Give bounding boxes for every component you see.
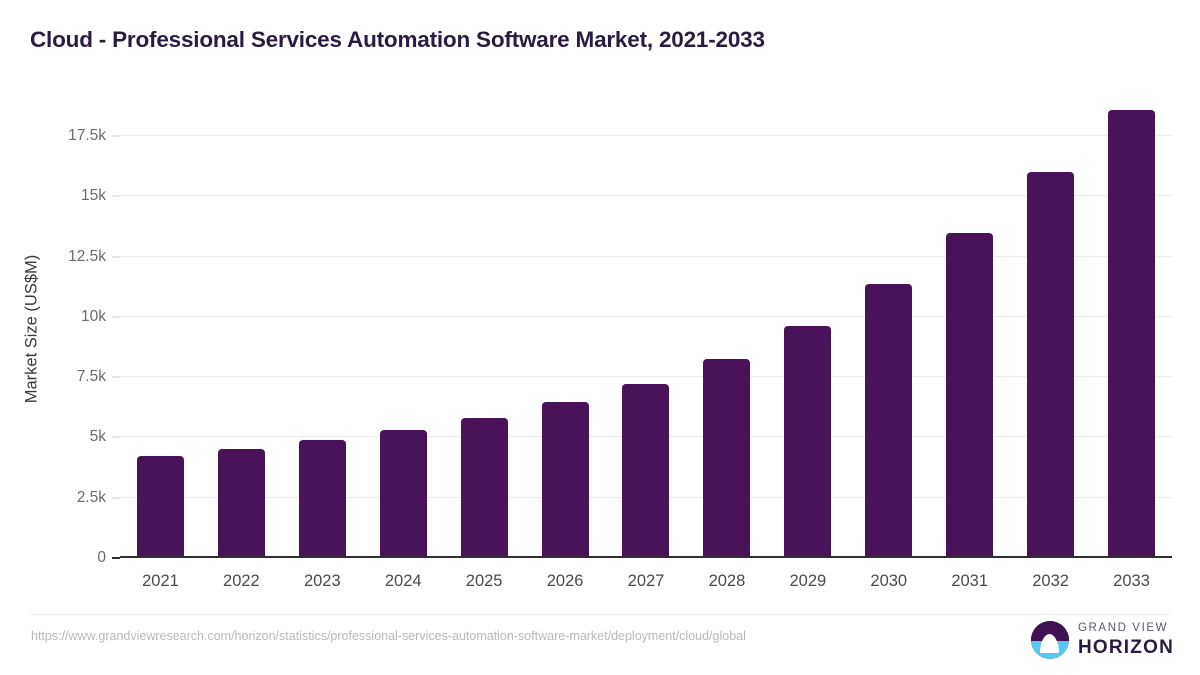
y-axis-tick-label: 0 [97, 549, 106, 566]
bar-slot [686, 100, 767, 558]
bar-slot [606, 100, 687, 558]
plot-area [120, 100, 1172, 558]
y-axis-tick-mark [112, 195, 120, 197]
x-axis-tick-label: 2028 [708, 572, 746, 590]
logo-wordmark: GRAND VIEW HORIZON [1077, 621, 1174, 659]
bar-slot [929, 100, 1010, 558]
gridline [120, 255, 1172, 257]
bar-slot [848, 100, 929, 558]
y-axis-tick-mark [112, 135, 120, 137]
bar-slot [525, 100, 606, 558]
y-axis-tick-mark [112, 436, 120, 438]
y-axis-tick-mark [112, 256, 120, 258]
x-axis: 2021 2022 2023 2024 2025 2026 2027 2028 2029 2030… [120, 560, 1172, 596]
bar-slot [120, 100, 201, 558]
y-axis-tick-mark [112, 316, 120, 318]
bar[interactable] [865, 284, 913, 558]
x-axis-tick-label: 2026 [546, 572, 584, 590]
y-axis: Market Size (US$M) 0 2.5k 5k 7.5k 10k 12.5k 15… [0, 100, 120, 566]
x-axis-tick-label: 2029 [789, 572, 827, 590]
bar-slot [1010, 100, 1091, 558]
y-axis-tick-mark [112, 497, 120, 499]
gridline [120, 315, 1172, 317]
x-axis-tick-label: 2032 [1032, 572, 1069, 590]
bar-series [120, 100, 1172, 558]
bar-slot [363, 100, 444, 558]
x-axis-tick-label: 2031 [951, 572, 989, 590]
y-axis-title: Market Size (US$M) [22, 254, 41, 404]
bar[interactable] [703, 358, 751, 558]
y-axis-tick-label: 2.5k [76, 488, 106, 506]
bar[interactable] [1108, 109, 1156, 558]
gridline [120, 376, 1172, 378]
bar-slot [444, 100, 525, 558]
bar[interactable] [136, 456, 184, 558]
x-axis-tick-label: 2022 [223, 572, 260, 590]
x-axis-tick-label: 2023 [303, 572, 341, 590]
x-axis-tick-label: 2030 [870, 572, 908, 590]
bar[interactable] [1027, 172, 1075, 558]
bar[interactable] [460, 418, 508, 558]
bar[interactable] [784, 325, 832, 558]
bar[interactable] [541, 402, 589, 558]
bar-slot [767, 100, 848, 558]
y-axis-tick-label: 12.5k [68, 247, 106, 265]
footer-divider [30, 614, 1170, 615]
bar-slot [1091, 100, 1172, 558]
source-url[interactable]: https://www.grandviewresearch.com/horizo… [31, 629, 746, 643]
logo-line-1: GRAND VIEW [1077, 621, 1169, 634]
y-axis-tick-label: 5k [89, 428, 106, 446]
x-axis-tick-label: 2021 [142, 572, 179, 590]
logo-line-2: HORIZON [1077, 637, 1174, 659]
x-axis-tick-label: 2024 [384, 572, 422, 590]
bar[interactable] [298, 440, 346, 558]
gridline [120, 195, 1172, 197]
x-axis-tick-label: 2033 [1113, 572, 1150, 590]
bar[interactable] [622, 383, 670, 558]
y-axis-tick-label: 17.5k [68, 127, 106, 145]
y-axis-tick-mark [112, 376, 120, 378]
bar[interactable] [379, 430, 427, 558]
y-axis-tick-label: 7.5k [76, 368, 106, 386]
bar[interactable] [217, 448, 265, 558]
y-axis-tick-label: 10k [81, 307, 106, 325]
horizon-sun-circle-icon [1030, 621, 1069, 659]
y-axis-tick-mark [112, 557, 120, 559]
x-axis-baseline [120, 556, 1172, 558]
bar-slot [201, 100, 282, 558]
x-axis-tick-label: 2027 [627, 572, 665, 590]
y-axis-tick-label: 15k [81, 187, 106, 205]
bar-slot [282, 100, 363, 558]
gridline [120, 135, 1172, 137]
bar[interactable] [946, 233, 994, 558]
page-title: Cloud - Professional Services Automation… [30, 27, 765, 52]
grand-view-horizon-logo[interactable]: GRAND VIEW HORIZON [1030, 621, 1174, 659]
x-axis-tick-label: 2025 [465, 572, 503, 590]
